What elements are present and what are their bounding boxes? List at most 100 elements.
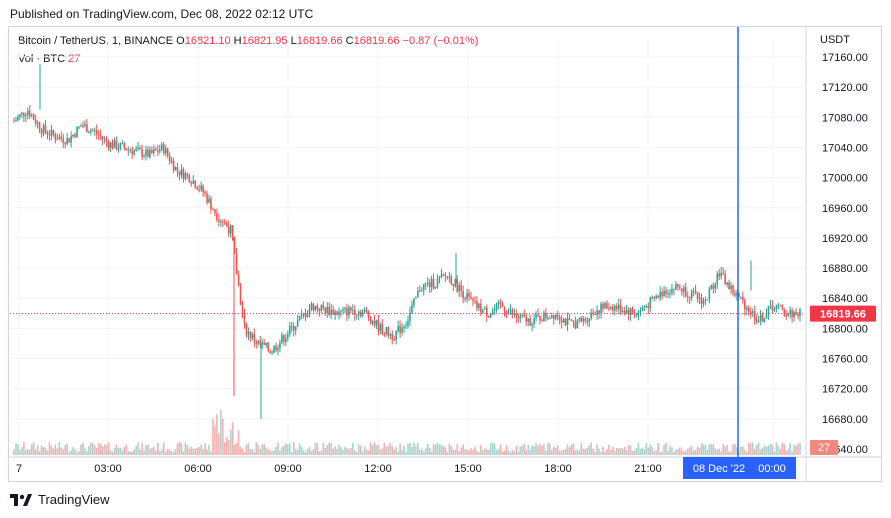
- candle-body: [143, 155, 145, 157]
- volume-bar: [74, 449, 76, 455]
- volume-bar: [602, 446, 604, 455]
- volume-bar: [608, 444, 610, 455]
- volume-bar: [751, 442, 754, 455]
- volume-bar: [371, 444, 374, 455]
- tradingview-footer[interactable]: TradingView: [10, 492, 110, 507]
- candle-body: [164, 148, 167, 154]
- volume-bar: [513, 450, 516, 455]
- volume-bar: [690, 446, 693, 455]
- volume-bar: [487, 450, 490, 455]
- volume-bar: [273, 450, 275, 455]
- candle-body: [409, 312, 411, 321]
- candle-body: [647, 305, 650, 309]
- candle-body: [239, 285, 242, 305]
- volume-bar: [736, 447, 738, 455]
- volume-bar: [696, 446, 699, 455]
- volume-bar: [757, 442, 760, 455]
- volume-bar: [525, 450, 527, 455]
- candle-body: [125, 148, 128, 151]
- volume-bar: [732, 444, 734, 455]
- volume-bar: [176, 443, 179, 455]
- candle-body: [657, 296, 659, 298]
- volume-bar: [355, 451, 358, 455]
- candle-body: [54, 134, 57, 140]
- candle-body: [298, 316, 301, 321]
- volume-bar: [56, 448, 59, 455]
- candle-body: [669, 293, 671, 295]
- candle-body: [36, 122, 39, 124]
- candle-body: [357, 311, 360, 315]
- candle-body: [387, 327, 390, 336]
- candle-body: [28, 110, 31, 117]
- candle-body: [151, 149, 153, 154]
- candle-body: [708, 288, 711, 300]
- volume-bar: [198, 446, 200, 455]
- volume-bar: [36, 445, 39, 455]
- volume-bar: [290, 451, 293, 455]
- candle-body: [509, 309, 512, 312]
- candle-body: [233, 240, 236, 255]
- tradingview-logo-icon: [10, 493, 32, 506]
- volume-bar: [682, 451, 685, 455]
- candle-body: [255, 341, 258, 344]
- candle-body: [641, 308, 644, 311]
- volume-bar: [712, 444, 715, 455]
- volume-bar: [271, 450, 273, 455]
- y-tick-label: 17160.00: [822, 52, 868, 64]
- volume-bar: [428, 447, 431, 455]
- volume-bar: [677, 449, 679, 455]
- candle-body: [694, 290, 697, 293]
- candle-body: [742, 296, 744, 301]
- candle-body: [312, 303, 315, 311]
- volume-bar: [523, 443, 526, 455]
- volume-bar: [637, 442, 640, 455]
- volume-bar: [434, 444, 437, 455]
- candle-body: [582, 318, 585, 322]
- candle-body: [537, 314, 539, 316]
- volume-bar: [155, 450, 157, 455]
- volume-bar: [157, 442, 159, 455]
- candle-body: [361, 311, 364, 317]
- candle-body: [456, 279, 459, 292]
- candle-body: [265, 342, 267, 345]
- candle-body: [499, 302, 502, 305]
- volume-bar: [261, 444, 264, 455]
- volume-bar: [681, 449, 683, 455]
- candle-body: [84, 124, 86, 127]
- volume-bar: [422, 451, 425, 455]
- volume-bar: [562, 449, 565, 455]
- candle-body: [440, 274, 443, 278]
- candle-body: [673, 288, 675, 290]
- candle-body: [588, 318, 591, 323]
- candle-body: [558, 316, 561, 321]
- candle-body: [348, 307, 350, 316]
- candle-body: [17, 116, 19, 121]
- volume-bar: [718, 448, 721, 455]
- y-tick-label: 17000.00: [822, 173, 868, 185]
- volume-bar: [269, 450, 271, 455]
- volume-bar: [225, 437, 228, 455]
- volume-bar: [174, 448, 177, 455]
- volume-bar: [397, 451, 399, 455]
- volume-bar: [48, 442, 51, 455]
- volume-bar: [259, 449, 262, 455]
- candle-body: [643, 307, 646, 309]
- volume-bar: [68, 451, 70, 455]
- volume-bar: [80, 444, 82, 455]
- volume-bar: [344, 446, 346, 455]
- candle-body: [26, 110, 29, 116]
- candle-body: [121, 143, 124, 145]
- volume-bar: [298, 443, 301, 455]
- candle-body: [466, 293, 468, 299]
- candle-body: [352, 309, 354, 311]
- candle-body: [202, 185, 204, 193]
- volume-bar: [623, 446, 626, 455]
- candle-body: [355, 314, 358, 316]
- candle-body: [554, 314, 557, 319]
- volume-bar: [679, 447, 681, 455]
- volume-bar: [277, 442, 279, 455]
- volume-bar: [519, 446, 522, 455]
- candle-body: [432, 279, 435, 289]
- candle-body: [631, 308, 634, 313]
